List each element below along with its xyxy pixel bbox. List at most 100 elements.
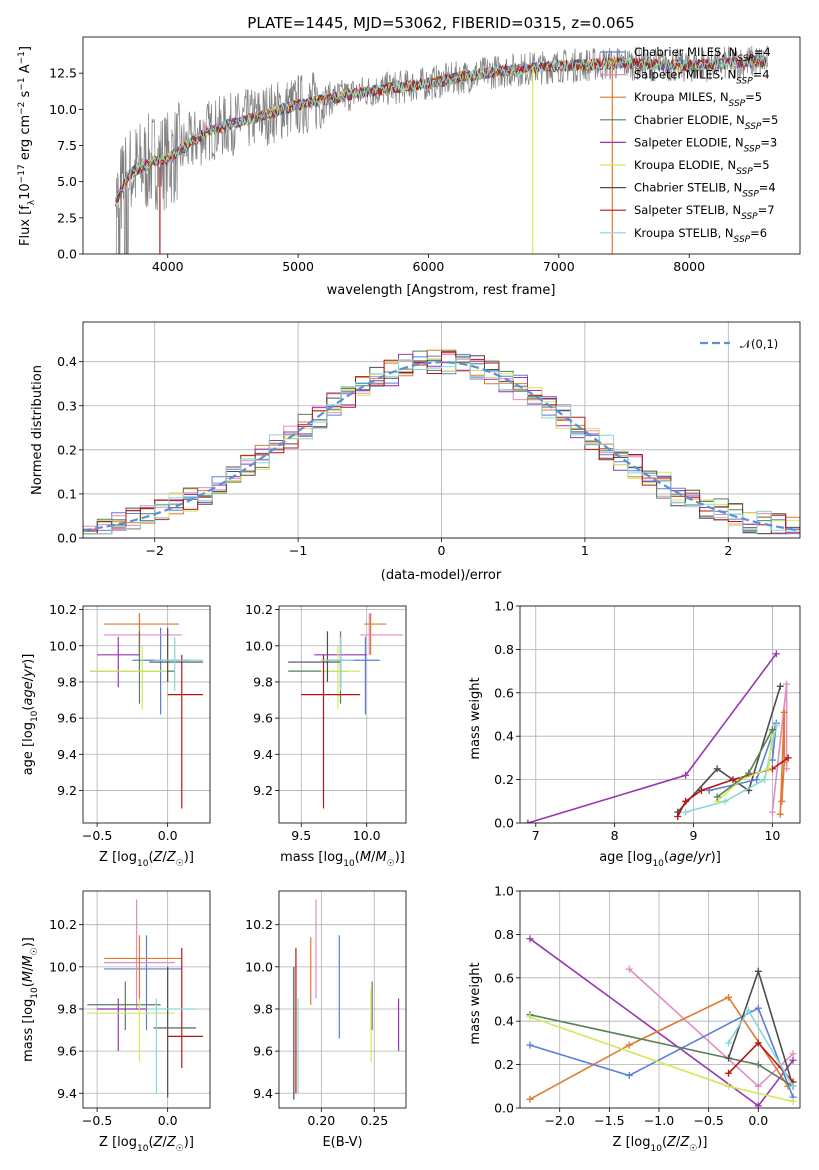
weight-age-marker	[778, 797, 786, 805]
weight-z-ytick-label: 0.6	[494, 970, 514, 985]
age-z-ytick-label: 10.0	[49, 638, 77, 653]
legend-label: Chabrier MILES, NSSP=4	[634, 45, 771, 64]
spectrum-ytick-label: 0.0	[57, 247, 77, 262]
gaussian-curve	[82, 360, 801, 532]
weight-age-marker	[776, 810, 784, 818]
weight-age-marker	[745, 769, 753, 777]
age-z-frame	[82, 605, 211, 824]
age-mass-frame	[278, 605, 407, 824]
weight-z-xlabel: Z [log10(Z/Z☉)]	[613, 1135, 708, 1154]
spectrum-xtick-label: 7000	[543, 259, 575, 274]
spectrum-ytick-label: 12.5	[49, 66, 77, 81]
weight-age-xtick-label: 9	[690, 828, 698, 843]
weight-age-xtick-label: 8	[611, 828, 619, 843]
mass-ebv-ytick-label: 9.8	[253, 1001, 273, 1016]
hist-ytick-label: 0.0	[57, 531, 77, 546]
weight-z-marker	[754, 1082, 762, 1090]
weight-age-marker	[721, 797, 729, 805]
weight-z-marker	[725, 993, 733, 1001]
hist-xlabel: (data-model)/error	[381, 568, 502, 583]
weight-age-marker	[768, 726, 776, 734]
mass-z-ytick-label: 10.2	[49, 917, 77, 932]
weight-age-line	[527, 653, 777, 823]
weight-age-marker	[674, 812, 682, 820]
age-z-ytick-label: 10.2	[49, 602, 77, 617]
weight-age-ytick-label: 1.0	[494, 599, 514, 614]
weight-age-ytick-label: 0.0	[494, 816, 514, 831]
mass-ebv-xtick-label: 0.25	[360, 1113, 388, 1128]
legend-label: Chabrier STELIB, NSSP=4	[634, 181, 776, 200]
weight-z-line	[628, 968, 794, 1088]
weight-z-line	[529, 938, 794, 1107]
weight-age-ylabel: mass weight	[468, 677, 483, 759]
mass-z-ytick-label: 9.4	[57, 1086, 77, 1101]
weight-age-marker	[772, 650, 780, 658]
weight-age-marker	[682, 797, 690, 805]
legend-gaussian-label: 𝒩(0,1)	[740, 337, 778, 351]
weight-z-marker	[789, 1050, 797, 1058]
weight-z-ylabel: mass weight	[468, 962, 483, 1044]
weight-z-marker	[526, 935, 534, 943]
weight-z-marker	[625, 965, 633, 973]
hist-step-line	[83, 356, 800, 535]
weight-age-line	[685, 725, 778, 813]
hist-ylabel: Normed distribution	[30, 365, 45, 495]
weight-age-marker	[682, 771, 690, 779]
hist-ytick-label: 0.4	[57, 354, 77, 369]
weight-z-marker	[725, 1054, 733, 1062]
spectrum-ytick-label: 5.0	[57, 174, 77, 189]
weight-z-ytick-label: 0.0	[494, 1101, 514, 1116]
mass-ebv-frame	[278, 890, 407, 1109]
weight-age-xtick-label: 7	[532, 828, 540, 843]
weight-z-marker	[754, 1039, 762, 1047]
weight-age-marker	[776, 682, 784, 690]
mass-z-ylabel: mass [log10(M/M☉)]	[21, 937, 40, 1062]
spectrum-frame	[82, 36, 801, 255]
weight-z-marker	[526, 1041, 534, 1049]
weight-z-marker	[754, 1004, 762, 1012]
weight-z-xtick-label: −1.5	[594, 1113, 624, 1128]
legend-label: Chabrier ELODIE, NSSP=5	[634, 113, 778, 132]
weight-age-marker	[729, 776, 737, 784]
weight-age-frame	[519, 605, 801, 824]
weight-z-line	[529, 1007, 794, 1098]
weight-age-ytick-label: 0.6	[494, 685, 514, 700]
weight-age-marker	[524, 819, 532, 823]
weight-z-xtick-label: −0.5	[693, 1113, 723, 1128]
weight-age-ytick-label: 0.4	[494, 729, 514, 744]
legend-label: Salpeter ELODIE, NSSP=3	[634, 135, 777, 154]
mass-z-xlabel: Z [log10(Z/Z☉)]	[99, 1135, 194, 1154]
age-mass-xtick-label: 9.5	[291, 828, 311, 843]
weight-z-marker	[625, 1041, 633, 1049]
weight-z-marker	[625, 1071, 633, 1079]
age-mass-ytick-label: 10.0	[245, 638, 273, 653]
mass-z-ytick-label: 10.0	[49, 959, 77, 974]
hist-xtick-label: −1	[289, 543, 307, 558]
weight-age-ytick-label: 0.8	[494, 642, 514, 657]
weight-z-line	[529, 1013, 794, 1087]
weight-age-marker	[713, 793, 721, 801]
weight-z-xtick-label: −2.0	[545, 1113, 575, 1128]
weight-z-marker	[744, 1006, 752, 1014]
spectrum-xtick-label: 6000	[413, 259, 445, 274]
mass-z-frame	[82, 890, 211, 1109]
weight-age-marker	[713, 765, 721, 773]
hist-xtick-label: 0	[438, 543, 446, 558]
mass-ebv-xtick-label: 0.20	[307, 1113, 335, 1128]
weight-z-frame	[519, 890, 801, 1109]
weight-z-marker	[725, 1082, 733, 1090]
weight-age-marker	[772, 721, 780, 729]
weight-z-marker	[789, 1056, 797, 1064]
spectrum-ytick-label: 2.5	[57, 210, 77, 225]
weight-age-marker	[780, 708, 788, 716]
mass-z-xtick-label: −0.5	[82, 1113, 112, 1128]
weight-z-marker	[725, 1039, 733, 1047]
weight-age-line	[716, 731, 774, 802]
weight-z-xtick-label: 0.0	[748, 1113, 768, 1128]
weight-age-line	[779, 712, 785, 815]
mass-z-xtick-label: 0.0	[158, 1113, 178, 1128]
weight-age-xlabel: age [log10(age/yr)]	[599, 850, 721, 869]
hist-frame	[82, 321, 801, 539]
age-z-xtick-label: −0.5	[82, 828, 112, 843]
spectrum-model-line	[115, 54, 768, 203]
